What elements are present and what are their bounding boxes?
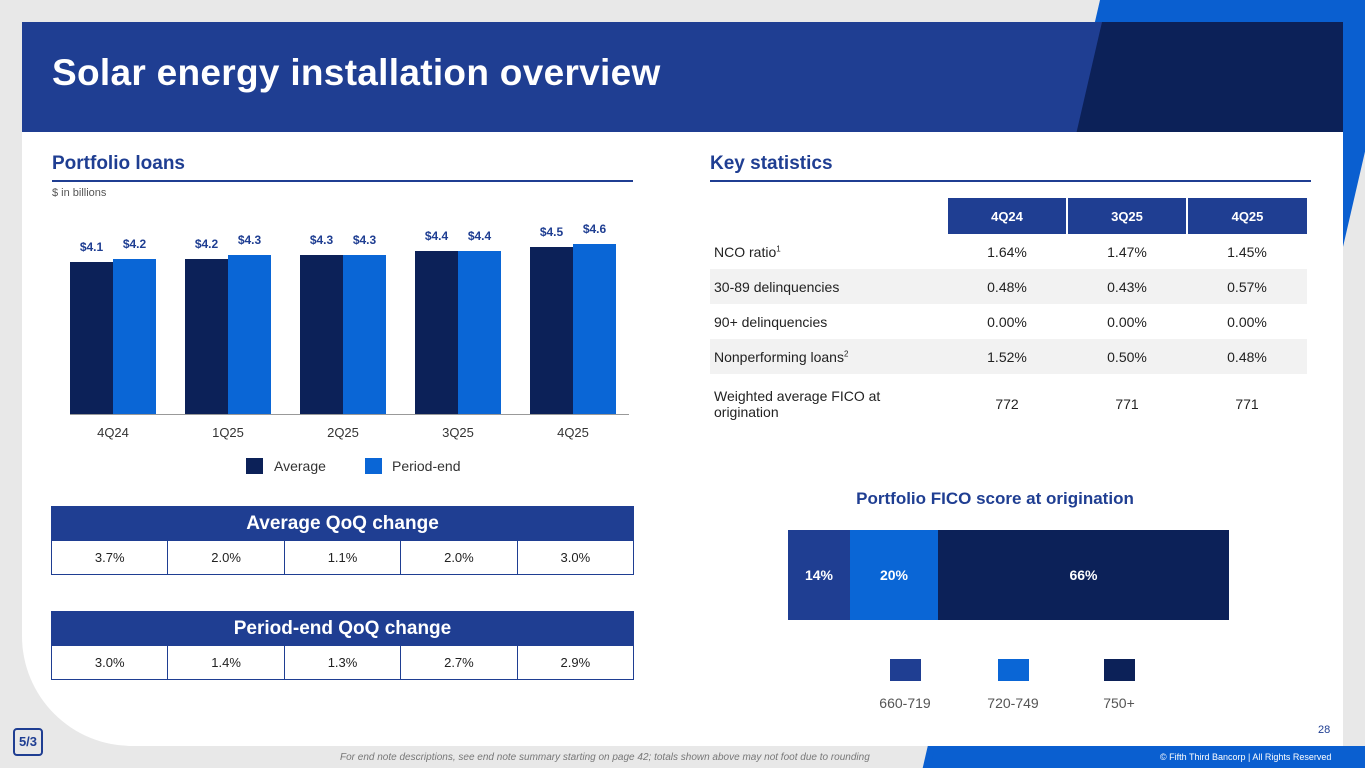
bar-value-label: $4.3 [237,233,262,247]
period-end-qoq-cell: 1.3% [285,646,402,679]
average-qoq-cell: 1.1% [285,541,402,574]
stats-cell: 0.00% [1227,313,1267,330]
legend-label-average: Average [274,458,326,474]
x-tick-label: 4Q24 [97,425,129,440]
x-tick-label: 1Q25 [212,425,244,440]
average-qoq-table: Average QoQ change 3.7% 2.0% 1.1% 2.0% 3… [51,506,634,575]
portfolio-heading: Portfolio loans [52,153,185,174]
legend-swatch-average [246,458,263,474]
stats-row-label: 30-89 delinquencies [710,269,947,304]
stats-cell: 772 [995,396,1019,412]
fifth-third-logo: 5/3 [13,728,43,756]
period-end-qoq-cell: 3.0% [52,646,169,679]
stats-cell: 1.45% [1227,243,1267,260]
bar-period-end [573,244,616,414]
stats-cell: 0.00% [987,313,1027,330]
fico-legend-label: 660-719 [879,695,931,711]
legend-swatch-period-end [365,458,382,474]
bar-value-label: $4.2 [194,237,219,251]
x-tick-label: 2Q25 [327,425,359,440]
stats-cell: 0.50% [1067,339,1187,374]
stats-cell: 771 [1235,396,1259,412]
bar-value-label: $4.6 [582,222,607,236]
copyright: © Fifth Third Bancorp | All Rights Reser… [1160,752,1332,762]
stats-cell: 0.48% [947,269,1067,304]
header-accent [1076,22,1343,132]
average-qoq-cell: 3.7% [52,541,169,574]
stats-corner [710,198,947,234]
fico-legend-swatch [998,659,1029,681]
fico-segment: 20% [850,530,938,620]
header-banner: Solar energy installation overview [22,22,1343,132]
bar-value-label: $4.1 [79,240,104,254]
key-stats-rule [710,180,1311,182]
page-number: 28 [1318,724,1331,736]
average-qoq-heading: Average QoQ change [52,507,633,541]
stats-row: NCO ratio1 1.64% 1.47% 1.45% [710,234,1307,269]
period-end-qoq-table: Period-end QoQ change 3.0% 1.4% 1.3% 2.7… [51,611,634,680]
x-tick-label: 3Q25 [442,425,474,440]
stats-row: 30-89 delinquencies 0.48% 0.43% 0.57% [710,269,1307,304]
stats-cell: 771 [1115,396,1139,412]
period-end-qoq-cell: 1.4% [168,646,285,679]
stats-cell: 1.47% [1107,243,1147,260]
bar-value-label: $4.2 [122,237,147,251]
period-end-qoq-cell: 2.7% [401,646,518,679]
stats-col-header: 4Q24 [946,198,1067,234]
stats-row-label: Nonperforming loans2 [710,339,947,374]
bar-average [530,247,573,414]
average-qoq-cell: 3.0% [560,550,591,565]
bar-average [300,255,343,414]
bar-average [415,251,458,414]
bar-value-label: $4.4 [424,229,449,243]
bar-average [185,259,228,414]
bar-value-label: $4.3 [352,233,377,247]
stats-col-header: 3Q25 [1066,198,1187,234]
key-stats-heading: Key statistics [710,153,833,174]
x-tick-label: 4Q25 [557,425,589,440]
stats-row-label: 90+ delinquencies [714,313,828,330]
stats-row-label: NCO ratio1 [714,243,781,260]
bar-average [70,262,113,414]
fico-legend-swatch [890,659,921,681]
footnote: For end note descriptions, see end note … [340,752,870,763]
legend-label-period-end: Period-end [392,458,461,474]
average-qoq-cell: 2.0% [168,541,285,574]
stats-cell: 0.43% [1067,269,1187,304]
bar-period-end [458,251,501,414]
fico-legend-label: 720-749 [987,695,1039,711]
bar-value-label: $4.3 [309,233,334,247]
x-axis-line [70,414,629,415]
stats-cell: 0.00% [1107,313,1147,330]
bar-value-label: $4.4 [467,229,492,243]
fico-legend-label: 750+ [1103,695,1135,711]
stats-row: Nonperforming loans2 1.52% 0.50% 0.48% [710,339,1307,374]
fico-legend-swatch [1104,659,1135,681]
bar-period-end [228,255,271,414]
stats-cell: 1.52% [947,339,1067,374]
fico-segment: 66% [938,530,1229,620]
units-label: $ in billions [52,187,107,199]
stats-row: Weighted average FICO at origination 772… [710,374,1307,434]
key-stats-table: 4Q24 3Q25 4Q25 NCO ratio1 1.64% 1.47% 1.… [710,198,1307,434]
bar-period-end [343,255,386,414]
fico-segment: 14% [788,530,850,620]
stats-cell: 0.57% [1187,269,1307,304]
period-end-qoq-heading: Period-end QoQ change [52,612,633,646]
page-title: Solar energy installation overview [52,52,661,93]
stats-row-label: Weighted average FICO at origination [714,388,881,420]
stats-row: 90+ delinquencies 0.00% 0.00% 0.00% [710,304,1307,339]
period-end-qoq-cell: 2.9% [560,655,591,670]
bar-period-end [113,259,156,414]
stats-cell: 1.64% [987,243,1027,260]
stats-col-header: 4Q25 [1186,198,1307,234]
stats-cell: 0.48% [1187,339,1307,374]
portfolio-rule [52,180,633,182]
bar-value-label: $4.5 [539,225,564,239]
average-qoq-cell: 2.0% [401,541,518,574]
fico-title: Portfolio FICO score at origination [856,489,1134,508]
